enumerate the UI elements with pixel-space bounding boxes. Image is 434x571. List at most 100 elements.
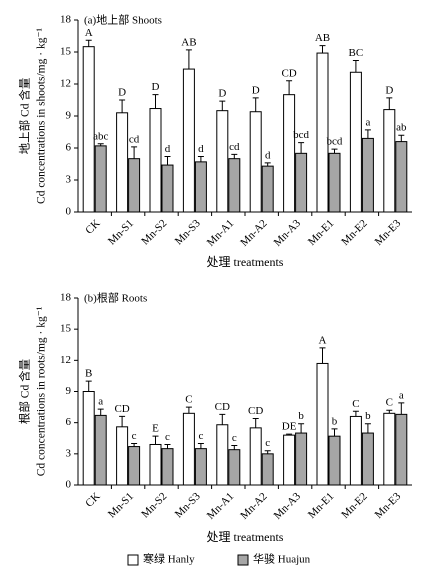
x-tick-label: Mn-A2 xyxy=(238,217,269,248)
y-tick-label: 3 xyxy=(66,447,72,459)
error-bar xyxy=(352,410,359,417)
x-tick-label: Mn-A3 xyxy=(272,490,304,522)
x-tick-label: Mn-A1 xyxy=(205,217,236,248)
error-bar xyxy=(197,442,204,449)
significance-label: d xyxy=(198,143,204,155)
y-tick-label: 0 xyxy=(66,206,72,218)
x-tick-label: Mn-A1 xyxy=(205,490,236,521)
y-tick-label: 12 xyxy=(60,78,71,90)
y-tick-label: 3 xyxy=(66,174,72,186)
error-bar xyxy=(352,60,359,73)
error-bar xyxy=(386,409,393,414)
significance-label: D xyxy=(252,84,260,96)
bar xyxy=(395,413,408,486)
bar xyxy=(194,448,207,486)
x-tick-label: CK xyxy=(83,490,102,509)
error-bar xyxy=(331,428,338,437)
error-bar xyxy=(319,45,326,54)
significance-label: BC xyxy=(349,47,364,59)
bar xyxy=(216,110,229,213)
error-bar xyxy=(231,153,238,159)
bar xyxy=(349,71,362,213)
bar xyxy=(295,432,308,486)
x-tick-label: Mn-E3 xyxy=(373,490,404,521)
error-bar xyxy=(386,97,393,110)
x-tick-label: Mn-E1 xyxy=(306,490,337,521)
significance-label: DE xyxy=(282,421,297,433)
significance-label: A xyxy=(85,27,93,39)
significance-label: d xyxy=(165,143,171,155)
error-bar xyxy=(286,433,293,436)
significance-label: a xyxy=(399,389,404,401)
significance-label: c xyxy=(132,430,137,442)
significance-label: D xyxy=(118,87,126,99)
significance-label: AB xyxy=(181,36,196,48)
x-tick-label: Mn-E2 xyxy=(339,490,370,521)
error-bar xyxy=(364,129,371,139)
significance-label: b xyxy=(298,410,304,422)
error-bar xyxy=(252,418,259,428)
y-axis-label: 地上部 Cd 含量 xyxy=(18,78,32,155)
legend-label: 寒绿 Hanly xyxy=(143,552,195,566)
y-axis-label: Cd concentrations in shoots/mg · kg⁻¹ xyxy=(36,27,48,203)
error-bar xyxy=(131,442,138,447)
significance-label: E xyxy=(152,423,159,435)
bar xyxy=(316,362,329,486)
y-tick-label: 18 xyxy=(60,14,72,26)
significance-label: D xyxy=(152,81,160,93)
legend-swatch xyxy=(237,554,249,566)
significance-label: CD xyxy=(248,405,263,417)
y-tick-label: 6 xyxy=(66,416,72,428)
significance-label: CD xyxy=(281,67,296,79)
error-bar xyxy=(231,445,238,450)
bar xyxy=(94,145,107,213)
error-bar xyxy=(252,97,259,112)
error-bar xyxy=(97,408,104,416)
error-bar xyxy=(97,143,104,146)
error-bar xyxy=(185,49,192,70)
x-axis-label: 处理 treatments xyxy=(207,255,284,269)
y-tick-label: 15 xyxy=(60,323,72,335)
significance-label: bcd xyxy=(327,136,343,148)
bar xyxy=(116,426,129,486)
legend-label: 华骏 Huajun xyxy=(253,552,311,566)
x-tick-label: CK xyxy=(83,217,102,236)
bar xyxy=(82,391,95,486)
x-tick-label: Mn-E1 xyxy=(306,217,337,248)
error-bar xyxy=(164,156,171,166)
bar xyxy=(383,109,396,213)
error-bar xyxy=(85,39,92,47)
error-bar xyxy=(264,162,271,167)
error-bar xyxy=(152,94,159,109)
bar xyxy=(228,158,241,213)
error-bar xyxy=(164,443,171,449)
significance-label: a xyxy=(365,116,370,128)
error-bar xyxy=(152,435,159,445)
significance-label: abc xyxy=(93,130,108,142)
y-axis-label: 根部 Cd 含量 xyxy=(18,359,32,424)
bar xyxy=(216,424,229,486)
bar xyxy=(295,152,308,213)
significance-label: b xyxy=(365,410,371,422)
x-tick-label: Mn-S2 xyxy=(139,490,169,520)
error-bar xyxy=(398,134,405,142)
error-bar xyxy=(219,413,226,425)
significance-label: c xyxy=(265,437,270,449)
y-tick-label: 12 xyxy=(60,354,71,366)
error-bar xyxy=(331,148,338,154)
x-tick-label: Mn-A3 xyxy=(272,217,304,249)
bar xyxy=(94,414,107,486)
legend-swatch xyxy=(127,554,139,566)
bar xyxy=(228,449,241,486)
bar xyxy=(328,152,341,213)
bar xyxy=(349,415,362,486)
y-tick-label: 15 xyxy=(60,46,72,58)
bar xyxy=(194,161,207,213)
bar xyxy=(261,453,274,486)
error-bar xyxy=(185,406,192,414)
bar xyxy=(149,443,162,486)
error-bar xyxy=(364,423,371,434)
bar xyxy=(283,94,296,213)
x-tick-label: Mn-S1 xyxy=(106,490,136,520)
